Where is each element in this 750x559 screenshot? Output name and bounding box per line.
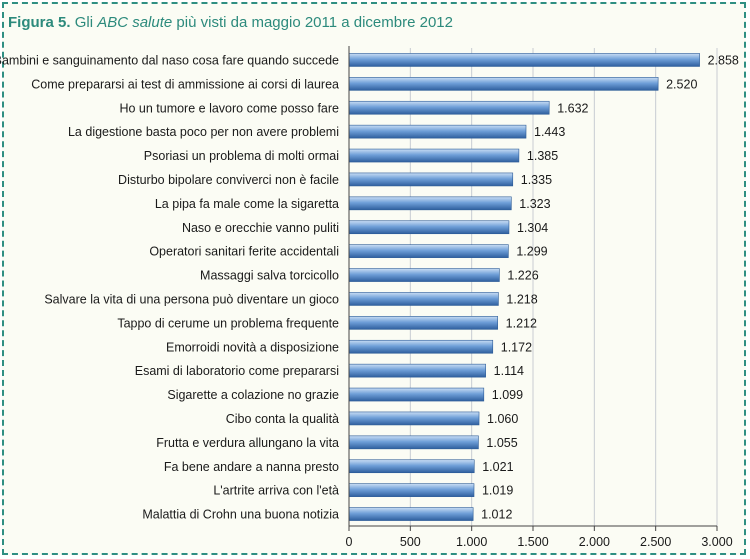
category-label: Operatori sanitari ferite accidentali bbox=[149, 245, 339, 259]
category-label: La digestione basta poco per non avere p… bbox=[68, 125, 339, 139]
category-labels: Bambini e sanguinamento dal naso cosa fa… bbox=[0, 53, 339, 521]
value-label: 1.060 bbox=[487, 412, 518, 426]
x-axis: 0 500 1.000 1.500 2.000 2.500 3.000 bbox=[346, 46, 733, 549]
value-label: 1.226 bbox=[507, 269, 538, 283]
bar bbox=[348, 316, 498, 330]
value-labels: 2.858 2.520 1.632 1.443 1.385 1.335 1.323 1.304… bbox=[481, 53, 739, 521]
category-label: Salvare la vita di una persona può diven… bbox=[44, 292, 339, 306]
value-label: 1.385 bbox=[527, 149, 558, 163]
category-label: Psoriasi un problema di molti ormai bbox=[144, 149, 339, 163]
x-tick-label: 0 bbox=[346, 535, 353, 549]
value-label: 1.443 bbox=[534, 125, 565, 139]
bar bbox=[348, 244, 509, 258]
category-label: Emorroidi novità a disposizione bbox=[166, 340, 339, 354]
bar bbox=[348, 53, 700, 67]
category-label: Ho un tumore e lavoro come posso fare bbox=[119, 101, 339, 115]
bar bbox=[348, 220, 510, 235]
x-tick-label: 1.000 bbox=[456, 535, 487, 549]
bar bbox=[348, 196, 512, 211]
value-label: 1.021 bbox=[482, 460, 513, 474]
value-label: 1.019 bbox=[482, 484, 513, 498]
category-label: L'artrite arriva con l'età bbox=[213, 484, 339, 498]
bar bbox=[348, 148, 520, 163]
category-label: Disturbo bipolare conviverci non è facil… bbox=[118, 173, 339, 187]
value-label: 1.335 bbox=[521, 173, 552, 187]
bar bbox=[348, 459, 475, 474]
bar bbox=[348, 339, 494, 354]
value-label: 1.632 bbox=[557, 101, 588, 115]
bar bbox=[348, 77, 659, 91]
value-label: 1.099 bbox=[492, 388, 523, 402]
x-tick-label: 1.500 bbox=[517, 535, 548, 549]
bar bbox=[348, 435, 479, 450]
category-label: Frutta e verdura allungano la vita bbox=[156, 436, 339, 450]
value-label: 1.323 bbox=[519, 197, 550, 211]
chart-title: Figura 5. Gli ABC salute più visti da ma… bbox=[8, 14, 453, 31]
bar bbox=[348, 292, 499, 306]
value-label: 1.299 bbox=[516, 245, 547, 259]
category-label: La pipa fa male come la sigaretta bbox=[155, 197, 339, 211]
bar bbox=[348, 172, 514, 187]
category-label: Malattia di Crohn una buona notizia bbox=[142, 508, 339, 522]
value-label: 1.114 bbox=[494, 364, 524, 378]
value-label: 1.304 bbox=[517, 221, 548, 235]
category-label: Naso e orecchie vanno puliti bbox=[182, 221, 339, 235]
value-label: 1.172 bbox=[501, 340, 532, 354]
bar bbox=[348, 411, 480, 426]
figure-label: Figura 5. bbox=[8, 14, 71, 31]
value-label: 1.012 bbox=[481, 508, 512, 522]
category-label: Sigarette a colazione no grazie bbox=[167, 388, 339, 402]
category-label: Massaggi salva torcicollo bbox=[200, 269, 339, 283]
bar bbox=[348, 124, 527, 139]
bar bbox=[348, 100, 550, 115]
x-tick-label: 3.000 bbox=[701, 535, 732, 549]
category-label: Esami di laboratorio come prepararsi bbox=[135, 364, 339, 378]
title-italic: ABC salute bbox=[97, 14, 173, 31]
value-label: 2.858 bbox=[708, 53, 739, 67]
bar bbox=[348, 387, 485, 402]
x-tick-label: 500 bbox=[400, 535, 421, 549]
value-label: 1.218 bbox=[506, 292, 537, 306]
title-prefix: Gli bbox=[74, 14, 94, 31]
bar bbox=[348, 507, 474, 521]
category-label: Fa bene andare a nanna presto bbox=[164, 460, 339, 474]
category-label: Come prepararsi ai test di ammissione ai… bbox=[31, 77, 339, 91]
category-label: Cibo conta la qualità bbox=[226, 412, 339, 426]
x-tick-label: 2.500 bbox=[640, 535, 671, 549]
value-label: 1.055 bbox=[486, 436, 517, 450]
gridlines bbox=[409, 48, 718, 526]
bars bbox=[348, 53, 700, 521]
title-suffix: più visti da maggio 2011 a dicembre 2012 bbox=[176, 14, 453, 31]
value-label: 2.520 bbox=[666, 77, 697, 91]
value-label: 1.212 bbox=[506, 316, 537, 330]
bar bbox=[348, 268, 500, 282]
category-label: Bambini e sanguinamento dal naso cosa fa… bbox=[0, 53, 339, 67]
category-label: Tappo di cerume un problema frequente bbox=[117, 316, 339, 330]
bar bbox=[348, 363, 486, 378]
x-tick-label: 2.000 bbox=[579, 535, 610, 549]
bar bbox=[348, 483, 475, 497]
